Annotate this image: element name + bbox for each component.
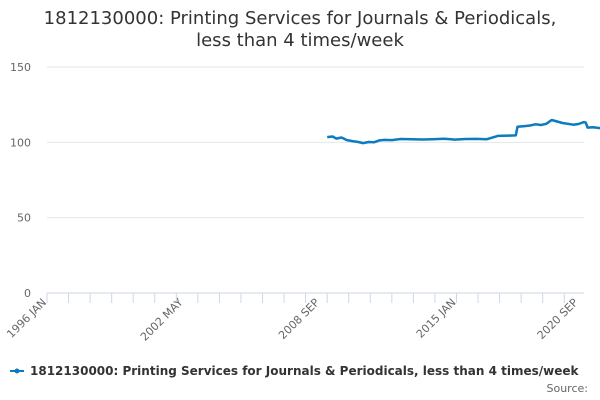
x-axis-ticks: 1996 JAN 2002 MAY 2008 SEP 2015 JAN 2020 SEP	[4, 293, 581, 344]
x-tick-label: 2002 MAY	[138, 296, 186, 344]
legend-label[interactable]: 1812130000: Printing Services for Journa…	[30, 364, 579, 378]
series-line[interactable]	[327, 118, 600, 145]
y-tick-label: 0	[24, 287, 31, 300]
y-tick-label: 50	[17, 212, 31, 225]
chart-title: 1812130000: Printing Services for Journa…	[44, 8, 557, 51]
x-tick-label: 1996 JAN	[4, 296, 49, 341]
y-axis-tick-labels: 0 50 100 150	[10, 61, 31, 300]
chart-title-line-1: 1812130000: Printing Services for Journa…	[44, 8, 557, 29]
x-tick-label: 2008 SEP	[276, 296, 322, 342]
x-tick-label: 2020 SEP	[535, 296, 581, 342]
chart-title-line-2: less than 4 times/week	[196, 30, 404, 51]
chart-credit: Source:	[547, 382, 589, 395]
legend-marker-dot	[14, 368, 20, 374]
legend[interactable]: 1812130000: Printing Services for Journa…	[10, 364, 579, 378]
gridlines	[47, 66, 584, 219]
y-tick-label: 100	[10, 136, 31, 149]
x-tick-label: 2015 JAN	[414, 296, 459, 341]
series-group	[327, 118, 600, 145]
y-tick-label: 150	[10, 61, 31, 74]
